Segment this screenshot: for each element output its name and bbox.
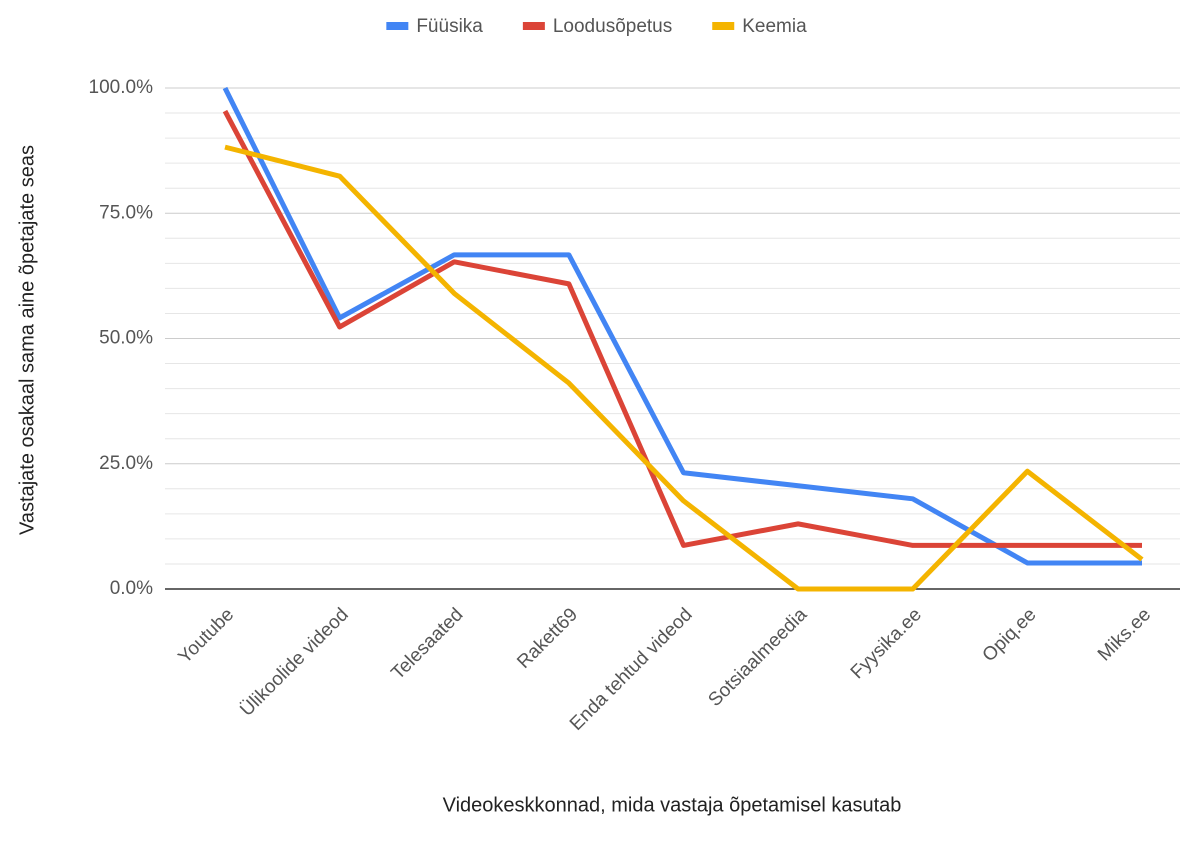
x-tick-label: Enda tehtud videod [566, 604, 697, 735]
y-tick-label: 50.0% [99, 328, 153, 349]
y-tick-label: 100.0% [89, 77, 154, 98]
x-tick-label: Ülikoolide videod [236, 604, 352, 720]
legend-swatch [522, 22, 545, 30]
x-tick-label: Telesaated [387, 604, 467, 684]
x-tick-label: Fyysika.ee [847, 604, 926, 683]
x-axis-label: Videokeskkonnad, mida vastaja õpetamisel… [443, 794, 902, 816]
y-axis-label: Vastajate osakaal sama aine õpetajate se… [16, 145, 38, 535]
line-series [222, 86, 1142, 566]
y-tick-label: 0.0% [110, 578, 153, 599]
x-tick-label: Opiq.ee [979, 604, 1041, 666]
y-tick-label: 75.0% [99, 202, 153, 223]
legend-swatch [712, 22, 735, 30]
x-tick-label: Miks.ee [1094, 604, 1155, 665]
legend-label: Loodusõpetus [553, 16, 672, 37]
legend-label: Keemia [742, 16, 807, 37]
legend-swatch [386, 22, 409, 30]
y-tick-label: 25.0% [99, 453, 153, 474]
x-tick-label: Youtube [174, 604, 238, 668]
x-tick-label: Rakett69 [513, 604, 582, 673]
legend-label: Füüsika [416, 16, 483, 37]
line-series [224, 144, 1144, 592]
x-tick-label: Sotsiaalmeedia [704, 604, 811, 711]
line-series [222, 109, 1142, 548]
